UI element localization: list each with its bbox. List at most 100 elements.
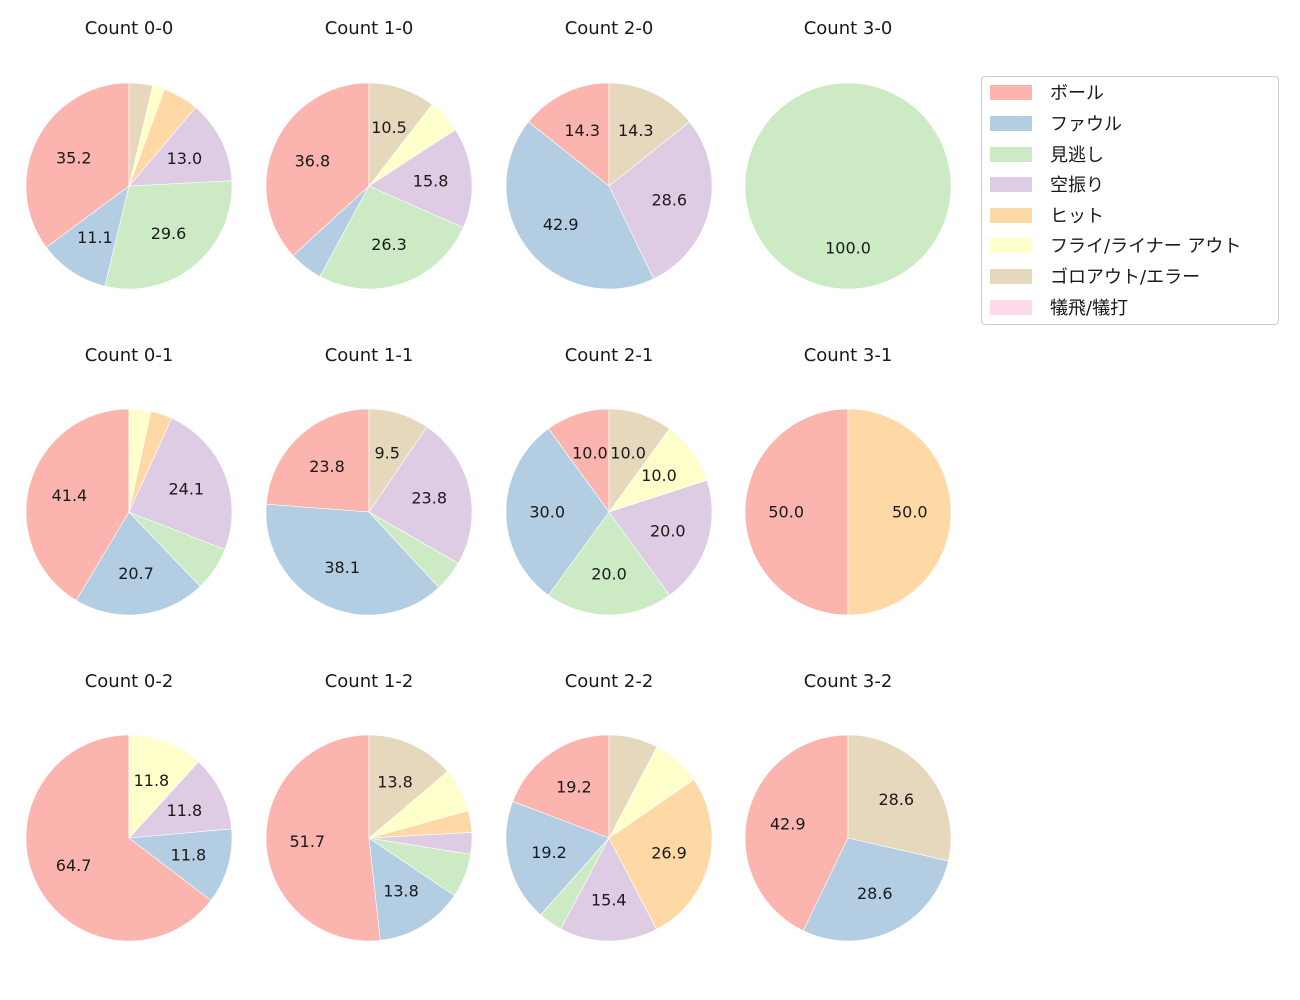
pie-value-label: 36.8 [295,152,331,171]
pie-value-label: 100.0 [825,238,871,257]
legend-item-sacrifice: 犠飛/犠打 [990,296,1129,319]
pie-value-label: 26.9 [651,843,687,862]
pie-value-label: 23.8 [309,457,345,476]
pie-slice [265,82,370,256]
pie-value-label: 15.4 [591,890,627,909]
pie-count-1-0: Count 1-0 36.8 26.3 15.8 10.5 [265,18,473,290]
legend-swatch-foul [990,115,1032,131]
legend-swatch-swinging-strike [990,176,1032,192]
pie-title: Count 2-1 [565,345,654,366]
pie-slice [265,408,370,513]
legend-label: 犠飛/犠打 [1050,298,1129,319]
pie-value-label: 13.8 [383,881,419,900]
pie-value-label: 20.0 [650,522,686,541]
pie-title: Count 2-2 [565,671,654,692]
pie-title: Count 0-1 [85,345,174,366]
pie-slice [128,828,233,901]
pie-value-label: 50.0 [892,503,928,522]
pie-slice [75,511,201,616]
pie-value-label: 29.6 [151,224,187,243]
pie-slice [368,734,449,839]
pie-slice [560,837,658,942]
pie-title: Count 0-2 [85,671,174,692]
pie-value-label: 11.8 [167,801,203,820]
legend-swatch-fly-liner-out [990,237,1032,253]
pie-value-label: 50.0 [768,503,804,522]
pie-slice [368,408,428,513]
legend-swatch-hit [990,207,1032,223]
pie-slice [368,82,433,187]
pie-value-label: 38.1 [324,558,360,577]
pie-slice [608,121,713,280]
legend-label: ボール [1050,83,1104,104]
pie-count-2-0: Count 2-0 14.3 42.9 28.6 14.3 [505,18,713,290]
legend-label: ファウル [1050,114,1122,135]
pie-slice [608,779,713,930]
pie-value-label: 9.5 [374,443,399,462]
pie-value-label: 10.0 [610,444,646,463]
legend-swatch-grounder-out-error [990,268,1032,284]
pie-count-1-2: Count 1-2 51.7 13.8 13.8 [265,671,473,942]
pie-value-label: 14.3 [564,121,600,140]
legend-item-fly-liner-out: フライ/ライナー アウト [990,234,1242,257]
pie-value-label: 28.6 [857,884,893,903]
pie-count-1-1: Count 1-1 23.8 38.1 23.8 9.5 [265,345,473,616]
pie-value-label: 42.9 [543,215,579,234]
legend-label: ゴロアウト/エラー [1050,267,1201,288]
pie-value-label: 30.0 [529,503,565,522]
legend-swatch-ball [990,84,1032,100]
legend-label: 見逃し [1050,145,1104,166]
pie-title: Count 0-0 [85,18,174,39]
pie-slice [608,479,713,596]
pie-value-label: 42.9 [770,815,806,834]
pie-value-label: 10.0 [572,444,608,463]
pie-title: Count 1-1 [325,345,414,366]
legend-item-ball: ボール [990,81,1104,104]
pie-title: Count 2-0 [565,18,654,39]
pie-value-label: 14.3 [618,121,654,140]
pie-slice [25,408,130,601]
pie-count-3-2: Count 3-2 42.9 28.6 28.6 [744,671,952,942]
pie-slice [505,801,610,916]
pie-slice [744,734,849,932]
pie-value-label: 19.2 [531,843,567,862]
legend-item-swinging-strike: 空振り [990,173,1104,196]
pie-title: Count 3-1 [804,345,893,366]
legend-item-called-strike: 見逃し [990,143,1104,166]
pie-count-0-2: Count 0-2 64.7 11.8 11.8 11.8 [25,671,233,942]
pie-count-2-2: Count 2-2 19.2 19.2 15.4 26.9 [505,671,713,942]
pie-value-label: 19.2 [556,778,592,797]
pie-slice [608,408,670,513]
pie-slice [744,408,849,616]
pie-value-label: 64.7 [56,856,92,875]
pie-value-label: 11.8 [134,771,170,790]
pie-value-label: 35.2 [56,149,92,168]
pie-value-label: 11.1 [77,228,113,247]
pie-value-label: 28.6 [651,190,687,209]
pie-count-3-0: Count 3-0 100.0 [744,18,952,290]
pie-count-0-1: Count 0-1 41.4 20.7 24.1 [25,345,233,616]
legend-label: フライ/ライナー アウト [1050,236,1242,257]
pie-slice [265,734,381,942]
pie-slice [368,129,473,228]
pie-slice [128,82,154,187]
legend: ボール ファウル 見逃し 空振り ヒット フライ/ライナー アウト ゴロアウト/… [981,76,1279,325]
pie-value-label: 20.0 [591,564,627,583]
pie-value-label: 10.0 [641,466,677,485]
pie-slice [368,426,473,564]
pie-value-label: 28.6 [878,790,914,809]
pie-slice [25,734,212,942]
pie-slice [104,180,233,290]
pie-value-label: 11.8 [171,846,207,865]
pie-slice [128,734,199,839]
pie-title: Count 3-2 [804,671,893,692]
legend-label: ヒット [1050,206,1104,227]
pie-title: Count 1-2 [325,671,414,692]
pie-value-label: 26.3 [371,235,407,254]
legend-item-foul: ファウル [990,112,1122,135]
pie-slice [505,121,655,290]
pie-value-label: 41.4 [52,486,88,505]
pie-slice [847,734,952,862]
pie-value-label: 13.0 [167,149,203,168]
pie-value-label: 20.7 [118,564,154,583]
